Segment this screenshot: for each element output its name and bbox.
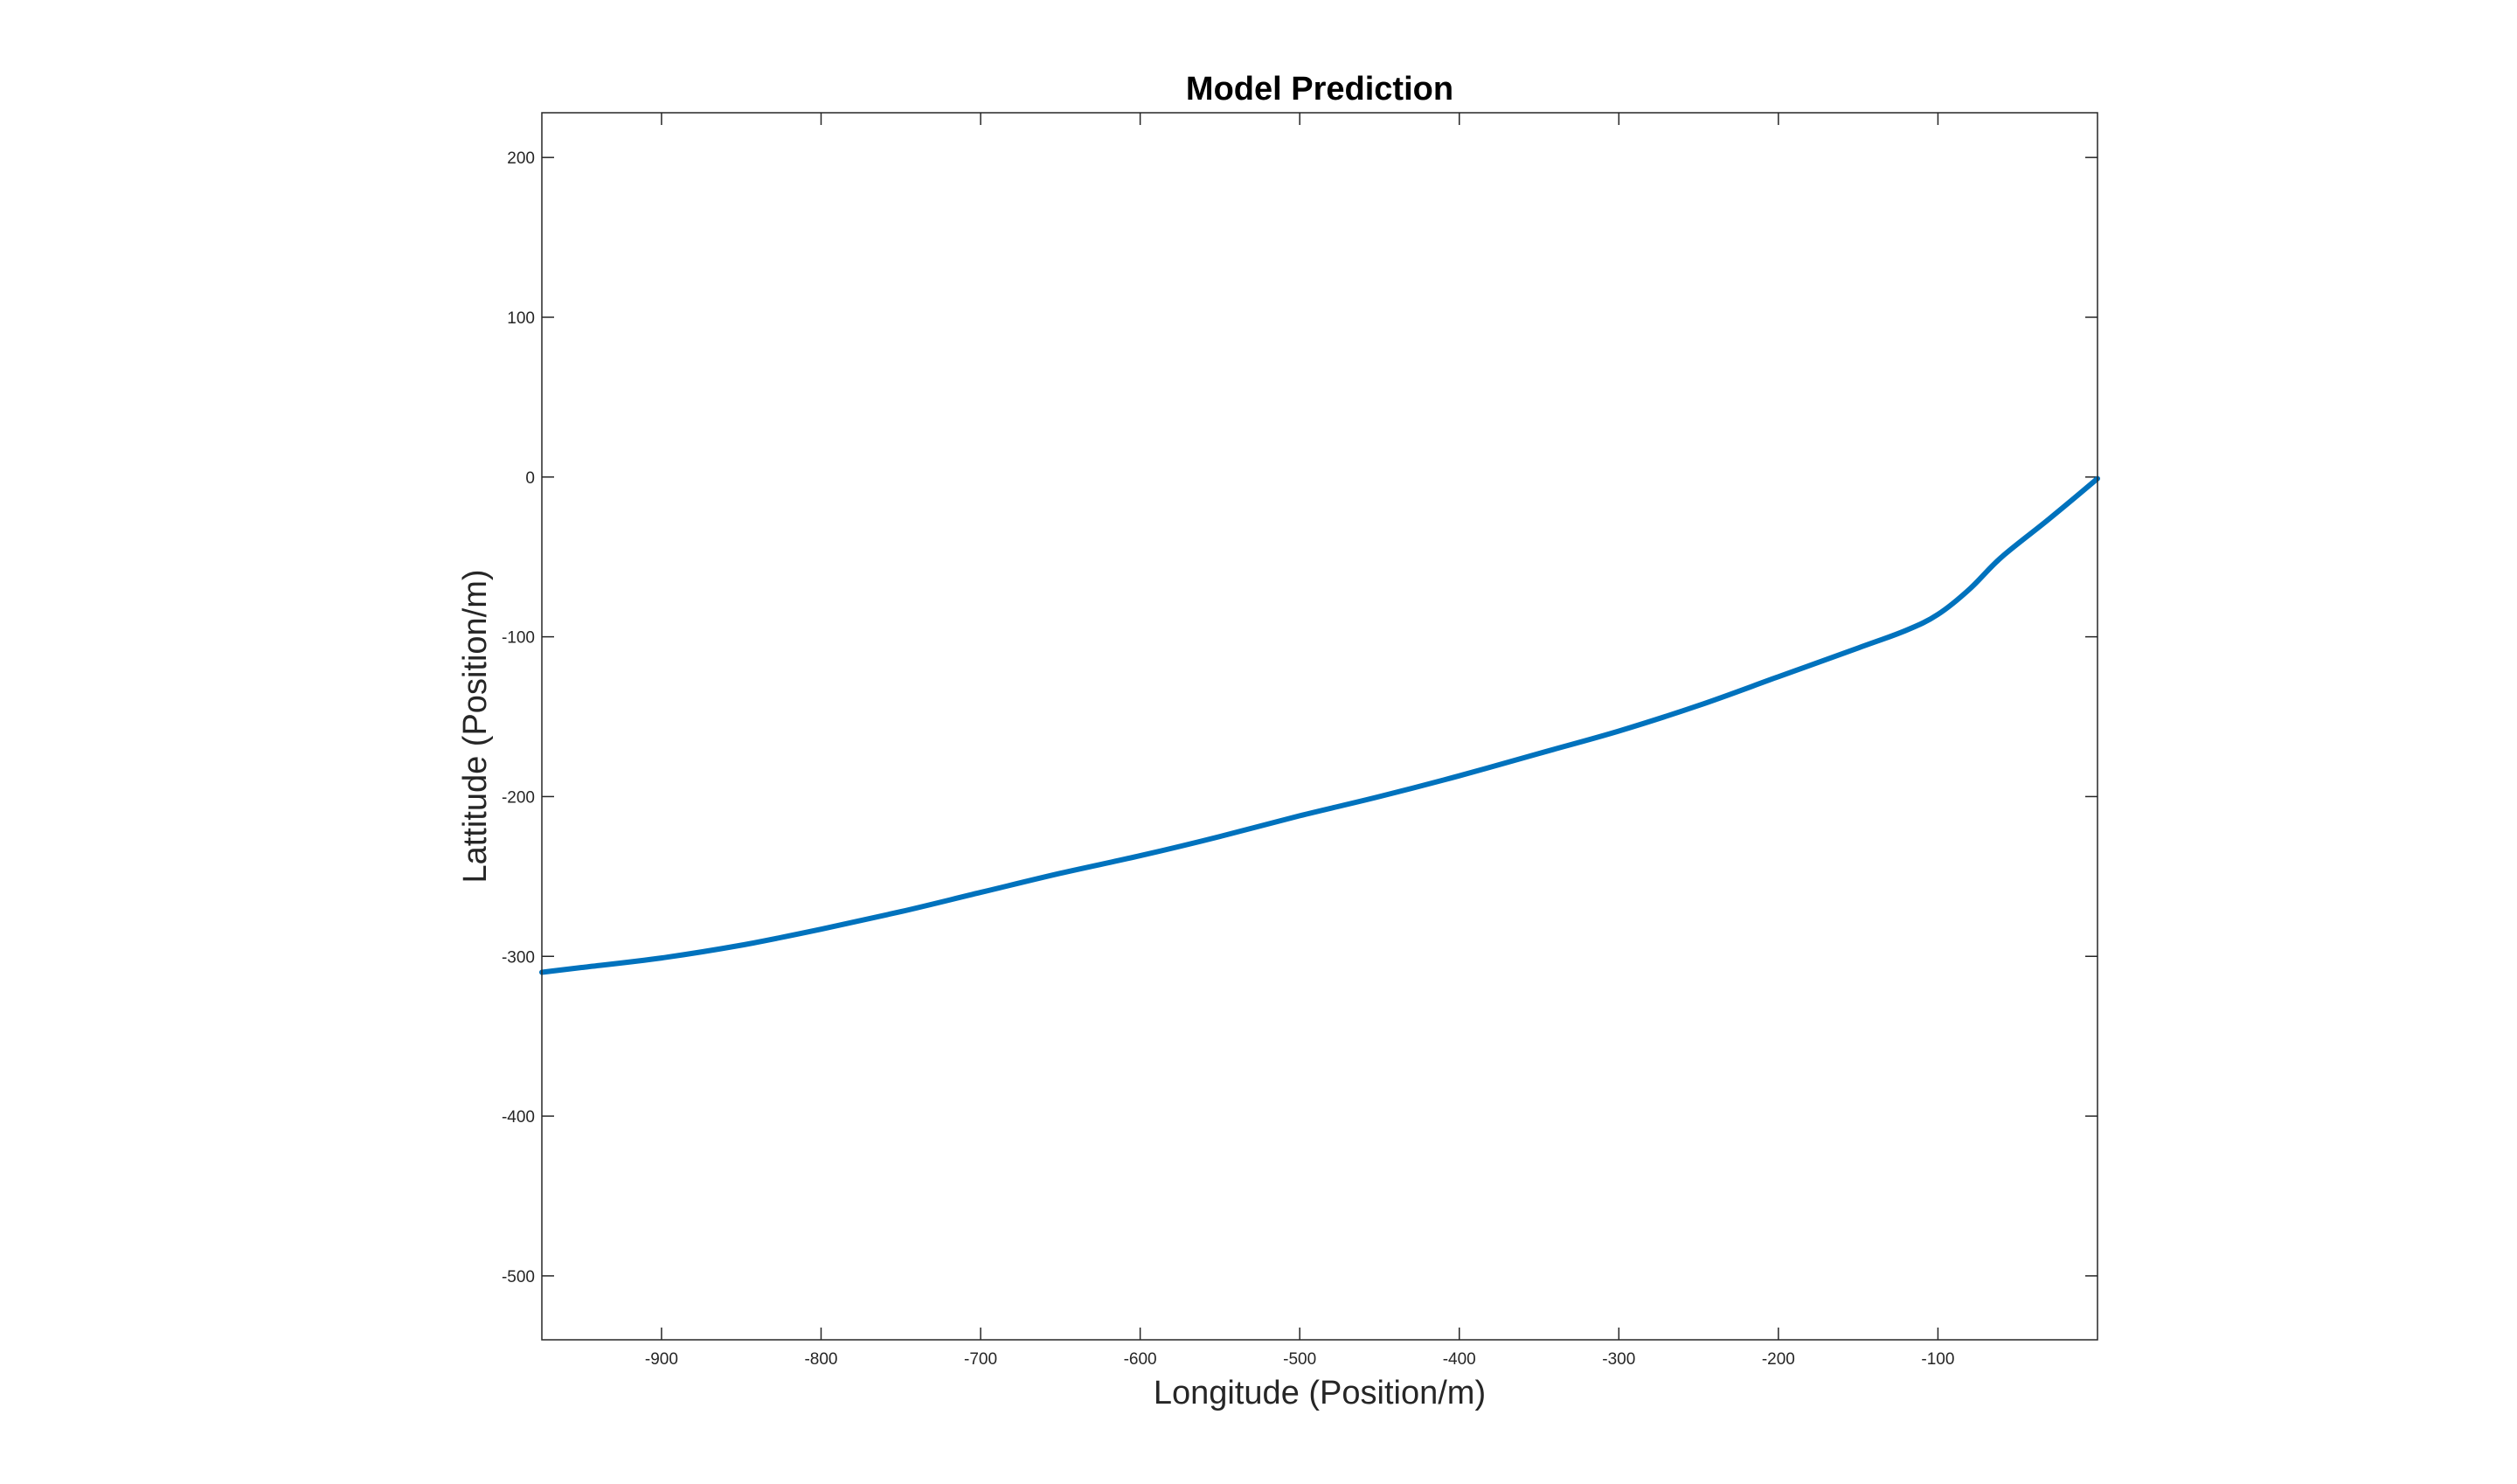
x-tick-label: -300 xyxy=(1602,1350,1635,1369)
y-tick-label: 0 xyxy=(525,469,535,488)
y-tick-label: -100 xyxy=(502,629,535,648)
x-tick-label: -700 xyxy=(964,1350,997,1369)
plot-background xyxy=(542,113,2098,1340)
series-line-prediction xyxy=(539,475,2100,975)
axes-box xyxy=(541,112,2098,1341)
y-axis-label: Lattitude (Position/m) xyxy=(457,569,494,883)
x-tick-label: -200 xyxy=(1762,1350,1795,1369)
y-tick-label: 100 xyxy=(507,309,535,328)
y-tick-label: -500 xyxy=(502,1268,535,1286)
x-tick-label: -600 xyxy=(1124,1350,1157,1369)
x-axis-label: Longitude (Position/m) xyxy=(1154,1375,1486,1411)
ticks xyxy=(542,113,2098,1340)
series-layer xyxy=(539,475,2100,975)
y-tick-label: 200 xyxy=(507,149,535,168)
chart-title: Model Prediction xyxy=(1186,71,1453,107)
x-tick-label: -800 xyxy=(804,1350,837,1369)
x-tick-label: -400 xyxy=(1443,1350,1476,1369)
x-tick-label: -900 xyxy=(645,1350,678,1369)
tick-labels: -900 -800 -700 -600 -500 -400 -300 -200 -100 200 1… xyxy=(502,149,1954,1369)
y-tick-label: -300 xyxy=(502,948,535,967)
x-tick-label: -500 xyxy=(1283,1350,1316,1369)
y-tick-label: -400 xyxy=(502,1108,535,1127)
x-tick-label: -100 xyxy=(1921,1350,1954,1369)
y-tick-label: -200 xyxy=(502,788,535,807)
